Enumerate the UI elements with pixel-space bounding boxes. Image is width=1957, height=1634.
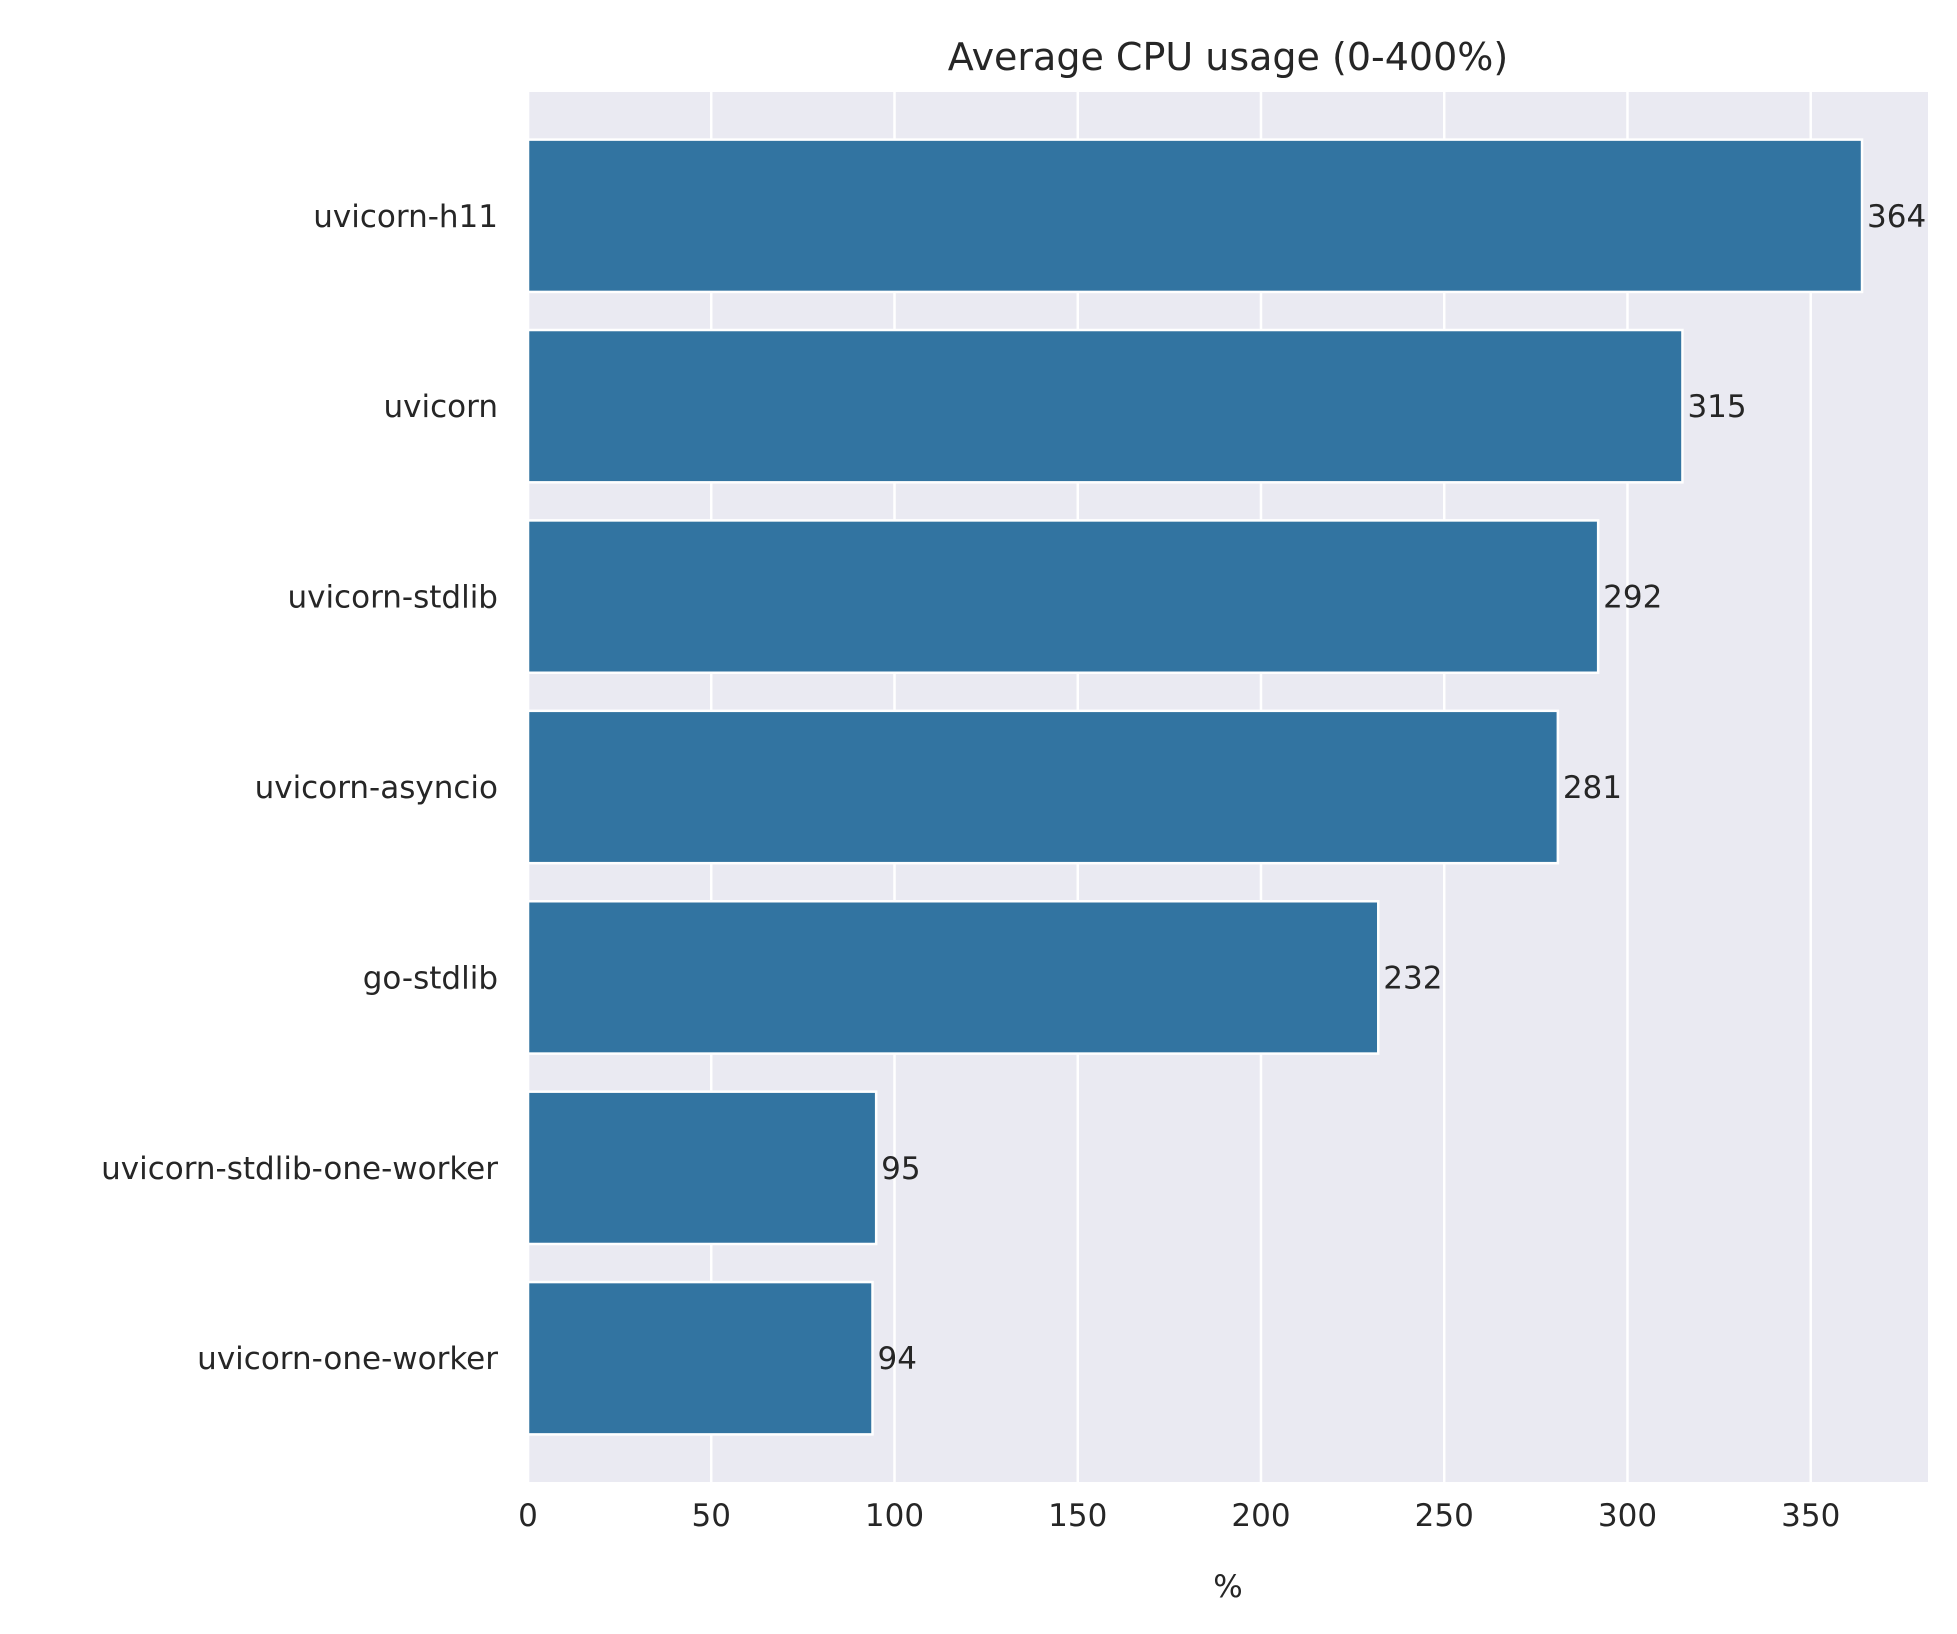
category-label-uvicorn-h11: uvicorn-h11 <box>313 199 498 235</box>
x-tick-label-350: 350 <box>1781 1498 1840 1534</box>
data-label-uvicorn-h11: 364 <box>1867 199 1926 235</box>
chart-title: Average CPU usage (0-400%) <box>948 35 1508 79</box>
category-label-uvicorn-stdlib-one-worker: uvicorn-stdlib-one-worker <box>101 1151 498 1187</box>
data-label-uvicorn-one-worker: 94 <box>878 1341 917 1377</box>
x-tick-label-100: 100 <box>865 1498 924 1534</box>
x-axis-label: % <box>1213 1569 1242 1605</box>
bar-uvicorn <box>526 328 1684 484</box>
bars <box>526 138 1864 1436</box>
y-axis-tick-labels: uvicorn-h11 uvicorn uvicorn-stdlib uvicorn-… <box>101 199 498 1377</box>
category-label-uvicorn-stdlib: uvicorn-stdlib <box>287 580 498 616</box>
bar-uvicorn-stdlib <box>526 519 1600 675</box>
x-tick-label-150: 150 <box>1048 1498 1107 1534</box>
x-tick-label-0: 0 <box>518 1498 538 1534</box>
data-labels: 364 315 292 281 232 95 94 <box>878 199 1927 1377</box>
bar-uvicorn-asyncio <box>526 709 1560 865</box>
x-tick-label-50: 50 <box>692 1498 731 1534</box>
category-label-uvicorn: uvicorn <box>384 389 498 425</box>
data-label-uvicorn-asyncio: 281 <box>1563 770 1622 806</box>
data-label-uvicorn-stdlib: 292 <box>1603 580 1662 616</box>
category-label-uvicorn-asyncio: uvicorn-asyncio <box>255 770 498 806</box>
bar-go-stdlib <box>526 899 1380 1055</box>
category-label-uvicorn-one-worker: uvicorn-one-worker <box>197 1341 498 1377</box>
x-tick-label-200: 200 <box>1231 1498 1290 1534</box>
bar-uvicorn-one-worker <box>526 1280 874 1436</box>
category-label-go-stdlib: go-stdlib <box>363 960 498 996</box>
bar-uvicorn-stdlib-one-worker <box>526 1090 878 1246</box>
data-label-go-stdlib: 232 <box>1383 960 1442 996</box>
data-label-uvicorn: 315 <box>1687 389 1746 425</box>
x-tick-label-300: 300 <box>1598 1498 1657 1534</box>
x-axis-tick-labels: 0 50 100 150 200 250 300 350 <box>518 1498 1840 1534</box>
bar-uvicorn-h11 <box>526 138 1864 294</box>
x-tick-label-250: 250 <box>1415 1498 1474 1534</box>
data-label-uvicorn-stdlib-one-worker: 95 <box>881 1151 920 1187</box>
